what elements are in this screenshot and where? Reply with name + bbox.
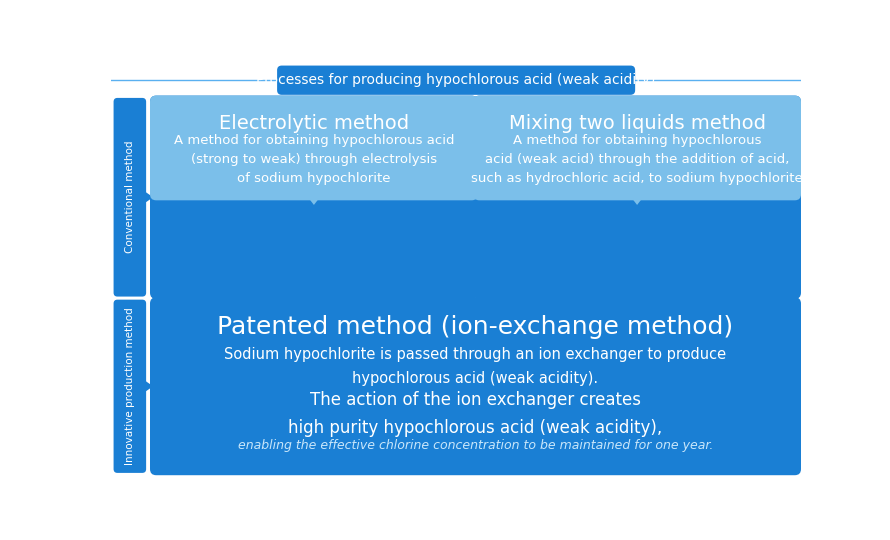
- FancyBboxPatch shape: [114, 300, 146, 473]
- Polygon shape: [306, 195, 321, 205]
- FancyBboxPatch shape: [277, 65, 635, 95]
- Polygon shape: [629, 195, 645, 205]
- Text: enabling the effective chlorine concentration to be maintained for one year.: enabling the effective chlorine concentr…: [238, 440, 713, 453]
- FancyBboxPatch shape: [150, 96, 478, 200]
- Text: Conventional method: Conventional method: [125, 141, 135, 253]
- FancyBboxPatch shape: [150, 298, 801, 475]
- Polygon shape: [142, 379, 153, 394]
- FancyBboxPatch shape: [473, 96, 801, 200]
- Text: The action of the ion exchanger creates
high purity hypochlorous acid (weak acid: The action of the ion exchanger creates …: [288, 391, 663, 436]
- Text: Patented method (ion-exchange method): Patented method (ion-exchange method): [217, 315, 733, 339]
- Bar: [162, 188, 465, 200]
- Text: Innovative production method: Innovative production method: [125, 307, 135, 465]
- Text: Mixing two liquids method: Mixing two liquids method: [508, 114, 765, 133]
- FancyBboxPatch shape: [473, 96, 801, 299]
- FancyBboxPatch shape: [114, 98, 146, 296]
- Polygon shape: [142, 190, 153, 205]
- Text: Electrolytic method: Electrolytic method: [219, 114, 409, 133]
- Text: A method for obtaining hypochlorous acid
(strong to weak) through electrolysis
o: A method for obtaining hypochlorous acid…: [174, 134, 454, 185]
- Text: Processes for producing hypochlorous acid (weak acidity): Processes for producing hypochlorous aci…: [256, 73, 656, 87]
- Bar: [486, 188, 789, 200]
- Text: Sodium hypochlorite is passed through an ion exchanger to produce
hypochlorous a: Sodium hypochlorite is passed through an…: [224, 347, 726, 386]
- FancyBboxPatch shape: [150, 96, 478, 299]
- Text: A method for obtaining hypochlorous
acid (weak acid) through the addition of aci: A method for obtaining hypochlorous acid…: [471, 134, 803, 185]
